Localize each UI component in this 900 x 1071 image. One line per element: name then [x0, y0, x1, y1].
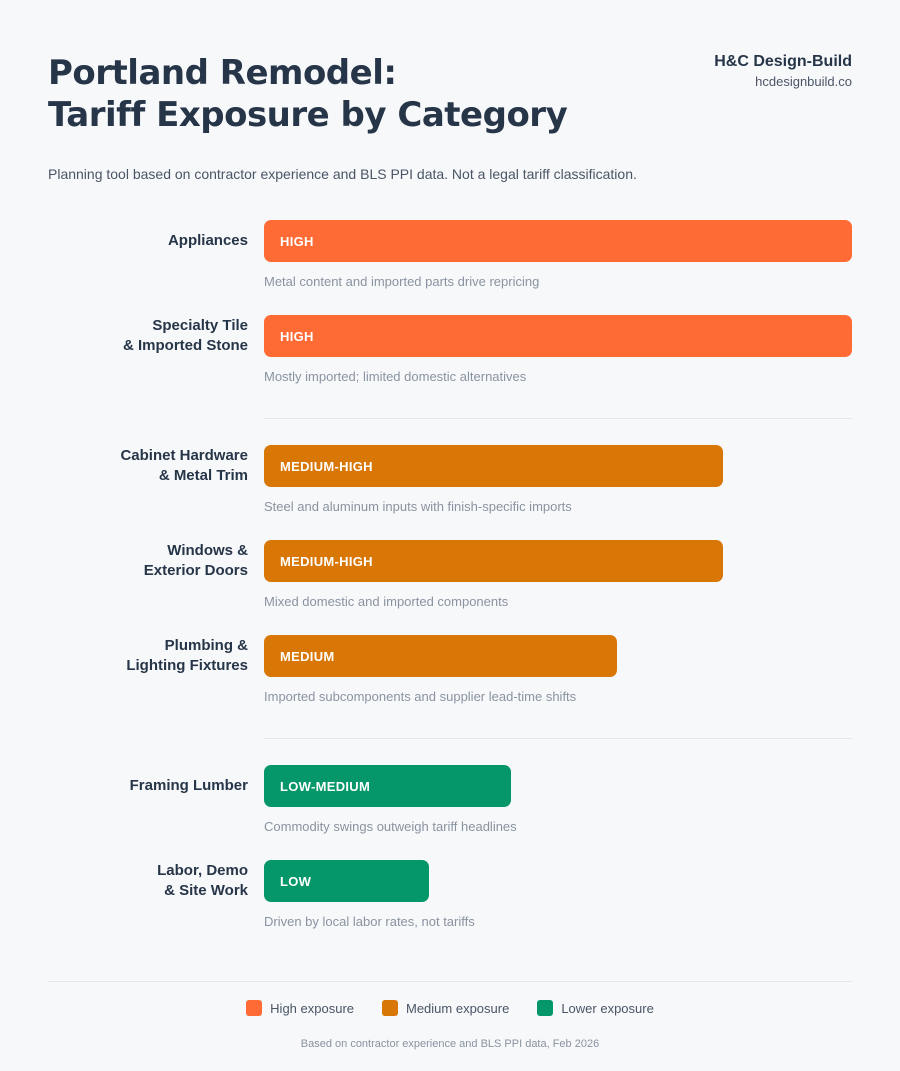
category-note: Metal content and imported parts drive r…: [264, 274, 540, 289]
group-divider-2: [264, 738, 852, 739]
category-label-line: Lighting Fixtures: [126, 657, 248, 674]
exposure-bar: HIGH: [264, 315, 852, 357]
category-label-line: Cabinet Hardware: [120, 447, 248, 464]
category-label-line: Framing Lumber: [129, 777, 248, 794]
category-label-line: & Site Work: [164, 882, 248, 899]
brand-block: H&C Design-Build hcdesignbuild.co: [714, 52, 852, 92]
category-label: Specialty Tile & Imported Stone: [48, 315, 248, 357]
legend-swatch: [382, 1000, 398, 1016]
category-label-line: Specialty Tile: [152, 317, 248, 334]
group-divider-1: [264, 418, 852, 419]
category-note: Steel and aluminum inputs with finish-sp…: [264, 499, 572, 514]
chart-row: Windows & Exterior Doors MEDIUM-HIGH Mixed …: [0, 540, 900, 620]
category-label: Appliances: [48, 220, 248, 262]
chart-row: Specialty Tile & Imported Stone HIGH Mostly…: [0, 315, 900, 395]
header: Portland Remodel: Tariff Exposure by Cat…: [48, 52, 852, 136]
legend-label: Lower exposure: [561, 1000, 654, 1016]
exposure-level-label: HIGH: [280, 233, 314, 249]
legend-label: High exposure: [270, 1000, 354, 1016]
category-note: Mostly imported; limited domestic altern…: [264, 369, 527, 384]
exposure-level-label: MEDIUM-HIGH: [280, 553, 373, 569]
exposure-level-label: HIGH: [280, 328, 314, 344]
legend-swatch: [246, 1000, 263, 1016]
category-label: Framing Lumber: [48, 765, 248, 807]
category-label: Labor, Demo & Site Work: [48, 860, 248, 902]
category-label: Cabinet Hardware & Metal Trim: [48, 445, 248, 487]
category-label-line: Windows &: [167, 542, 248, 559]
exposure-level-label: LOW-MEDIUM: [280, 778, 371, 794]
exposure-bar: MEDIUM-HIGH: [264, 445, 723, 487]
exposure-bar: LOW: [264, 860, 429, 902]
chart-row: Appliances HIGH Metal content and imported…: [0, 220, 900, 300]
category-label-line: Labor, Demo: [157, 862, 248, 879]
title-line-2: Tariff Exposure by Category: [48, 95, 568, 135]
exposure-level-label: LOW: [280, 873, 312, 889]
category-note: Imported subcomponents and supplier lead…: [264, 689, 577, 704]
exposure-bar: LOW-MEDIUM: [264, 765, 511, 807]
title-line-1: Portland Remodel:: [48, 53, 397, 93]
exposure-level-label: MEDIUM: [280, 648, 335, 664]
exposure-level-label: MEDIUM-HIGH: [280, 458, 373, 474]
legend-swatch: [537, 1000, 554, 1016]
chart-row: Plumbing & Lighting Fixtures MEDIUM Importe…: [0, 635, 900, 715]
page-title: Portland Remodel: Tariff Exposure by Cat…: [48, 52, 852, 136]
legend-divider: [48, 981, 852, 982]
category-label: Plumbing & Lighting Fixtures: [48, 635, 248, 677]
category-note: Driven by local labor rates, not tariffs: [264, 914, 475, 929]
brand-url: hcdesignbuild.co: [755, 74, 852, 89]
legend-item: High exposure: [246, 1000, 354, 1016]
category-label-line: & Metal Trim: [158, 467, 248, 484]
brand-name: H&C Design-Build: [714, 53, 852, 70]
category-label-line: Plumbing &: [164, 637, 248, 654]
chart-row: Cabinet Hardware & Metal Trim MEDIUM-HIGH S…: [0, 445, 900, 525]
category-label-line: Exterior Doors: [143, 562, 248, 579]
legend-label: Medium exposure: [406, 1000, 510, 1016]
legend-item: Lower exposure: [537, 1000, 654, 1016]
exposure-bar: HIGH: [264, 220, 852, 262]
category-label-line: & Imported Stone: [122, 337, 248, 354]
category-label-line: Appliances: [167, 232, 248, 249]
category-note: Mixed domestic and imported components: [264, 594, 509, 609]
category-label: Windows & Exterior Doors: [48, 540, 248, 582]
subtitle: Planning tool based on contractor experi…: [48, 166, 637, 182]
legend-item: Medium exposure: [382, 1000, 509, 1016]
footer-note: Based on contractor experience and BLS P…: [300, 1038, 600, 1050]
chart-row: Framing Lumber LOW-MEDIUM Commodity swings…: [0, 765, 900, 845]
exposure-bar: MEDIUM-HIGH: [264, 540, 723, 582]
exposure-bar: MEDIUM: [264, 635, 617, 677]
chart-row: Labor, Demo & Site Work LOW Driven by local…: [0, 860, 900, 940]
legend: High exposure Medium exposure Lower exposu…: [0, 1000, 900, 1016]
category-note: Commodity swings outweigh tariff headlin…: [264, 819, 517, 834]
